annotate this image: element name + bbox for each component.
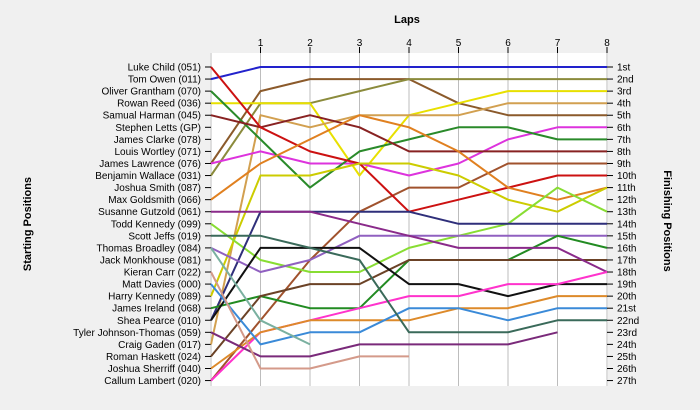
finishing-position-label: 12th	[617, 195, 636, 206]
finishing-position-label: 22nd	[617, 316, 639, 327]
finishing-position-label: 25th	[617, 352, 636, 363]
driver-line	[210, 247, 311, 346]
finishing-position-label: 7th	[617, 135, 631, 146]
starting-position-label: Stephen Letts (GP)	[115, 123, 201, 134]
starting-position-label: James Ireland (068)	[112, 304, 201, 315]
finishing-position-label: 19th	[617, 280, 636, 291]
starting-position-label: Kieran Carr (022)	[124, 268, 201, 279]
y-axis-right-title: Finishing Positions	[661, 170, 673, 271]
finishing-position-label: 16th	[617, 243, 636, 254]
starting-position-label: Shea Pearce (010)	[117, 316, 201, 327]
starting-position-label: Susanne Gutzold (061)	[98, 207, 201, 218]
driver-line	[210, 114, 608, 201]
starting-position-label: Louis Wortley (071)	[114, 147, 201, 158]
lap-tick-label: 6	[505, 38, 511, 49]
finishing-position-label: 2nd	[617, 75, 634, 86]
finishing-position-label: 10th	[617, 171, 636, 182]
starting-position-label: Matt Davies (000)	[122, 280, 201, 291]
driver-line	[210, 102, 607, 345]
finishing-position-label: 14th	[617, 219, 636, 230]
grid	[205, 47, 613, 386]
finishing-position-label: 1st	[617, 63, 631, 74]
finishing-position-label: 21st	[617, 304, 636, 315]
starting-position-label: Samual Harman (045)	[103, 111, 201, 122]
finishing-position-label: 3rd	[617, 87, 631, 98]
starting-position-label: Craig Gaden (017)	[118, 340, 201, 351]
starting-position-label: Joshua Smith (087)	[114, 183, 201, 194]
driver-line	[210, 271, 409, 370]
axis-labels: 1 2 3 4 5 6 7 8 Luke Child (051)Tom Owen (011)Ol…	[73, 38, 639, 387]
driver-line	[210, 246, 607, 321]
finishing-position-label: 17th	[617, 255, 636, 266]
starting-position-label: Scott Jeffs (019)	[128, 231, 201, 242]
finishing-position-label: 8th	[617, 147, 631, 158]
finishing-position-label: 24th	[617, 340, 636, 351]
driver-line	[210, 162, 608, 297]
starting-position-label: Roman Haskett (024)	[106, 352, 201, 363]
finishing-position-label: 11th	[617, 183, 636, 194]
starting-position-label: Thomas Broadley (084)	[97, 243, 202, 254]
starting-position-label: Harry Kennedy (089)	[108, 292, 201, 303]
driver-line	[211, 210, 608, 273]
lap-tick-label: 2	[307, 38, 313, 49]
driver-line	[210, 283, 607, 346]
starting-position-label: Todd Kennedy (099)	[111, 219, 201, 230]
finishing-position-label: 5th	[617, 111, 631, 122]
driver-line	[210, 114, 607, 153]
starting-position-label: Luke Child (051)	[128, 63, 201, 74]
starting-position-label: Joshua Sherriff (040)	[108, 364, 201, 375]
finishing-position-label: 18th	[617, 268, 636, 279]
finishing-position-label: 9th	[617, 159, 631, 170]
starting-position-label: Max Goldsmith (066)	[108, 195, 201, 206]
starting-position-label: James Clarke (078)	[114, 135, 201, 146]
series-lines	[210, 66, 608, 382]
x-axis-title: Laps	[394, 14, 420, 26]
starting-position-label: Tom Owen (011)	[128, 75, 201, 86]
lap-tick-label: 7	[555, 38, 561, 49]
finishing-position-label: 23rd	[617, 328, 637, 339]
driver-line	[210, 66, 607, 81]
driver-line	[210, 331, 558, 358]
finishing-position-label: 15th	[617, 231, 636, 242]
starting-position-label: Jack Monkhouse (081)	[100, 255, 201, 266]
starting-position-label: Benjamin Wallace (031)	[95, 171, 201, 182]
starting-position-label: Rowan Reed (036)	[117, 99, 201, 110]
starting-position-label: James Lawrence (076)	[99, 159, 201, 170]
finishing-position-label: 20th	[617, 292, 636, 303]
finishing-position-label: 4th	[617, 99, 631, 110]
finishing-position-label: 6th	[617, 123, 631, 134]
driver-line	[211, 234, 607, 334]
lap-tick-label: 5	[456, 38, 462, 49]
finishing-position-label: 26th	[617, 364, 636, 375]
starting-position-label: Callum Lambert (020)	[104, 376, 201, 387]
driver-line	[210, 186, 608, 273]
starting-position-label: Oliver Grantham (070)	[102, 87, 201, 98]
lap-tick-label: 8	[604, 38, 610, 49]
driver-line	[210, 259, 607, 358]
finishing-position-label: 27th	[617, 376, 636, 387]
starting-position-label: Tyler Johnson-Thomas (059)	[73, 328, 201, 339]
finishing-position-label: 13th	[617, 207, 636, 218]
lap-tick-label: 3	[357, 38, 363, 49]
y-axis-left-title: Starting Positions	[22, 177, 34, 271]
lap-tick-label: 1	[258, 38, 264, 49]
lap-tick-label: 4	[406, 38, 412, 49]
